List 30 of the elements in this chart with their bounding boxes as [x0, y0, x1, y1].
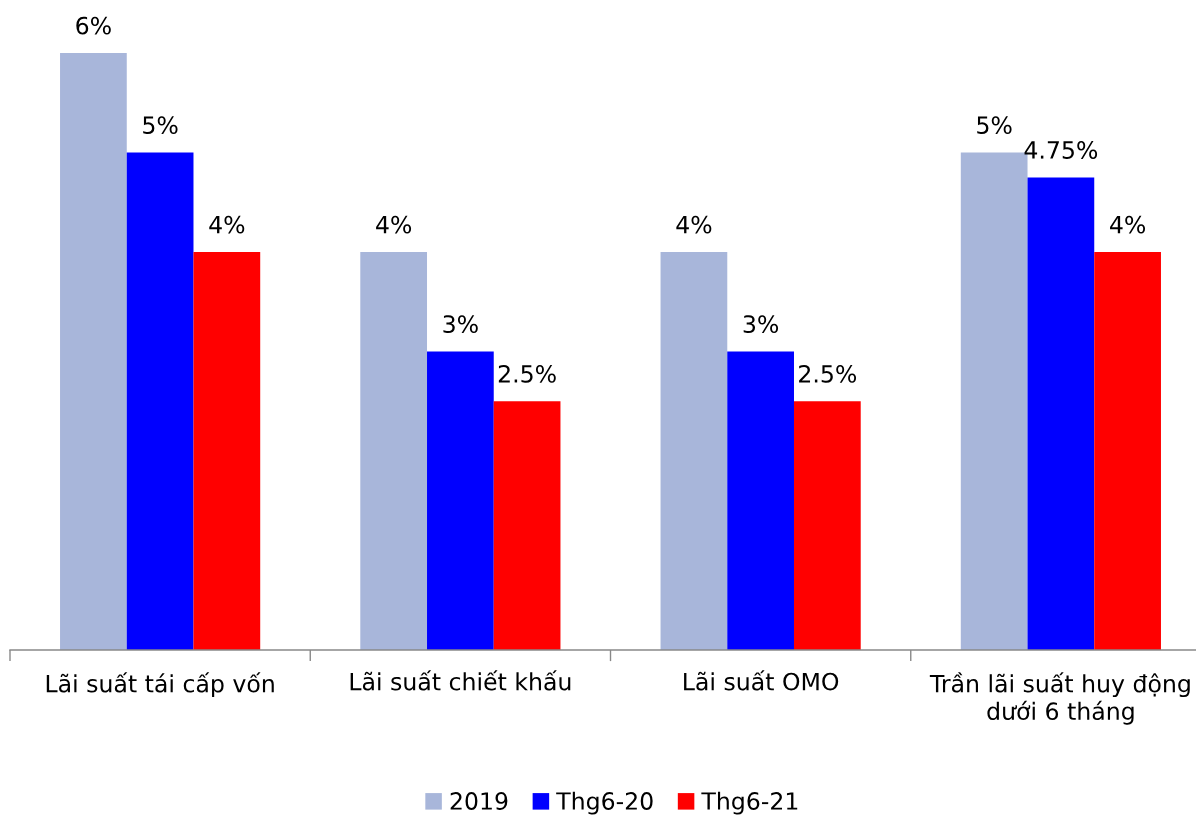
data-label: 2.5%	[498, 364, 556, 383]
legend-label: 2019	[450, 792, 508, 810]
bar	[727, 351, 794, 650]
x-tick-label: Lãi suất tái cấp vốn	[46, 672, 274, 698]
bar	[126, 152, 194, 650]
data-label: 3%	[443, 315, 478, 334]
data-label: 6%	[76, 16, 111, 35]
bar	[493, 401, 561, 650]
data-label: 2.5%	[799, 364, 857, 383]
data-label: 5%	[977, 116, 1012, 135]
data-label: 5%	[143, 116, 178, 135]
legend-label: Thg6-21	[701, 791, 798, 815]
bar	[1027, 177, 1095, 650]
legend-label: Thg6-20	[556, 791, 653, 815]
bar	[360, 252, 428, 650]
bar	[427, 351, 494, 650]
bar	[60, 53, 127, 650]
x-tick-label: Lãi suất chiết khấu	[350, 670, 571, 691]
bar	[793, 401, 861, 650]
data-label: 4%	[1110, 215, 1146, 234]
bar	[193, 252, 261, 650]
bar	[660, 252, 728, 650]
data-label: 4%	[676, 215, 712, 234]
data-label: 4%	[209, 215, 245, 234]
x-tick-label: Trần lãi suất huy động dưới 6 tháng	[929, 672, 1190, 725]
bar	[1094, 252, 1161, 650]
data-label: 4.75%	[1024, 141, 1098, 159]
x-tick-label: Lãi suất OMO	[684, 670, 839, 691]
data-label: 3%	[743, 315, 779, 334]
data-label: 4%	[376, 215, 412, 234]
